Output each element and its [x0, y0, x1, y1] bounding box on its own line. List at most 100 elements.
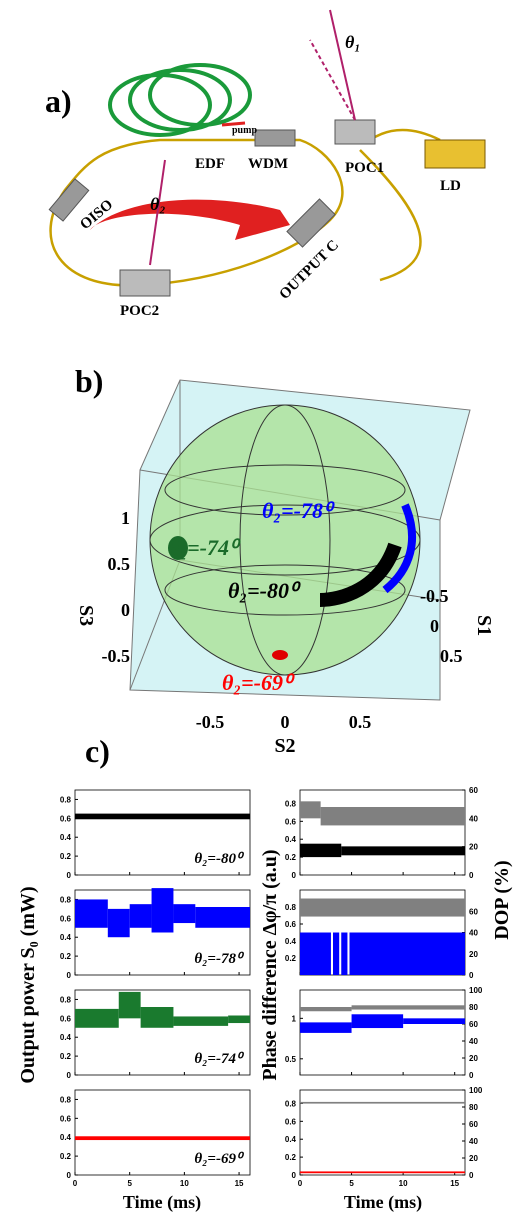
x-tick-label: 0: [73, 1179, 78, 1188]
y2-tick-label: 100: [469, 1086, 483, 1095]
x-axis-label: Time (ms): [123, 1192, 201, 1213]
tick-label: 0.5: [108, 554, 131, 574]
y2-axis-label: DOP (%): [491, 860, 513, 939]
poc2-label: POC2: [120, 303, 159, 319]
tick-label: 0: [430, 616, 439, 636]
output-label: OUTPUT C: [277, 237, 343, 303]
annotation: θ₂=-80⁰: [194, 851, 245, 867]
y2-tick-label: 20: [469, 1054, 478, 1063]
axis-label: S2: [274, 735, 295, 757]
y2-tick-label: 0: [469, 1171, 474, 1180]
signal-band: [320, 807, 465, 826]
poincare-sphere: [129, 379, 471, 701]
y-tick-label: 0.4: [60, 1033, 72, 1042]
tick-label: 0.5: [349, 712, 372, 732]
signal-band: [228, 1015, 250, 1024]
y-tick-label: 0.2: [60, 1052, 72, 1061]
signal-band: [75, 1008, 119, 1028]
signal-band: [173, 1016, 229, 1026]
signal-band: [403, 1018, 465, 1024]
setup-diagram: [48, 9, 486, 297]
y-tick-label: 0: [67, 1071, 72, 1080]
y2-tick-label: 40: [469, 1137, 478, 1146]
annotation: θ₂=-80⁰: [228, 578, 301, 603]
signal-band: [300, 1171, 465, 1174]
y-tick-label: 0.6: [60, 914, 72, 923]
y-tick-label: 0.4: [60, 1133, 72, 1142]
y-tick-label: 0.4: [285, 1135, 297, 1144]
signal-band: [151, 888, 174, 933]
y2-tick-label: 80: [469, 1003, 478, 1012]
y-axis-label: Phase difference Δφ/π (a.u): [259, 849, 281, 1080]
y2-tick-label: 80: [469, 1103, 478, 1112]
lasing-label: Lasing: [175, 223, 207, 235]
y-tick-label: 0: [292, 871, 297, 880]
y2-tick-label: 20: [469, 950, 478, 959]
tick-label: 0: [281, 712, 290, 732]
y-tick-label: 0.6: [60, 814, 72, 823]
y-axis-label: Output power S₀ (mW): [17, 886, 39, 1083]
y-tick-label: 0.4: [60, 933, 72, 942]
plot-frame: [74, 989, 251, 1076]
signal-band: [300, 1022, 352, 1033]
tick-label: 1: [121, 508, 130, 528]
y-tick-label: 0.6: [60, 1114, 72, 1123]
signal-band: [107, 908, 130, 938]
y2-tick-label: 20: [469, 843, 478, 852]
signal-band: [118, 991, 141, 1019]
signal-band: [140, 1007, 174, 1028]
signal-band: [351, 1014, 404, 1029]
y-tick-label: 0: [67, 971, 72, 980]
panel-label: c): [85, 733, 110, 769]
y-tick-label: 0.8: [60, 995, 72, 1004]
y2-tick-label: 40: [469, 814, 478, 823]
oiso-label: OISO: [77, 197, 116, 233]
annotation: θ₂=-74⁰: [194, 1051, 245, 1067]
signal-band: [300, 898, 465, 917]
y-tick-label: 0.4: [285, 937, 297, 946]
tick-label: -0.5: [102, 646, 131, 666]
y-tick-label: 0.6: [285, 817, 297, 826]
y2-tick-label: 0: [469, 871, 474, 880]
panel-label: b): [75, 363, 103, 399]
tick-label: -0.5: [420, 586, 449, 606]
wdm-label: WDM: [248, 156, 288, 172]
tick-label: 0.5: [440, 646, 463, 666]
y-tick-label: 0.6: [60, 1014, 72, 1023]
x-tick-label: 10: [399, 1179, 408, 1188]
y2-tick-label: 60: [469, 1120, 478, 1129]
y-tick-label: 0.2: [285, 853, 297, 862]
signal-band: [300, 932, 331, 975]
y2-tick-label: 100: [469, 986, 483, 995]
y-tick-label: 0.8: [285, 903, 297, 912]
y2-tick-label: 0: [469, 971, 474, 980]
annotation: θ₂=-74⁰: [168, 535, 241, 560]
signal-band: [349, 932, 465, 975]
signal-band: [75, 1136, 250, 1141]
y-tick-label: 0.5: [285, 1055, 297, 1064]
tick-label: -0.5: [196, 712, 225, 732]
signal-band: [195, 907, 250, 928]
y2-tick-label: 40: [469, 1037, 478, 1046]
y-tick-label: 0.4: [285, 835, 297, 844]
annotation: θ₂=-78⁰: [262, 498, 335, 523]
y-tick-label: 0.2: [60, 852, 72, 861]
ld-label: LD: [440, 178, 461, 194]
plot-frame: [74, 1089, 251, 1176]
signal-band: [173, 904, 196, 924]
y-tick-label: 0.2: [60, 1152, 72, 1161]
x-axis-label: Time (ms): [344, 1192, 422, 1213]
edf-label: EDF: [195, 156, 225, 172]
y2-tick-label: 40: [469, 929, 478, 938]
y2-tick-label: 60: [469, 786, 478, 795]
x-tick-label: 5: [127, 1179, 132, 1188]
y-tick-label: 0.8: [285, 799, 297, 808]
signal-band: [300, 843, 342, 858]
annotation: θ₂=-69⁰: [194, 1151, 245, 1167]
signal-band: [333, 932, 340, 975]
y-tick-label: 0: [292, 1171, 297, 1180]
plot-frame: [299, 1089, 466, 1176]
axis-label: S3: [75, 605, 97, 626]
tick-label: 0: [121, 600, 130, 620]
